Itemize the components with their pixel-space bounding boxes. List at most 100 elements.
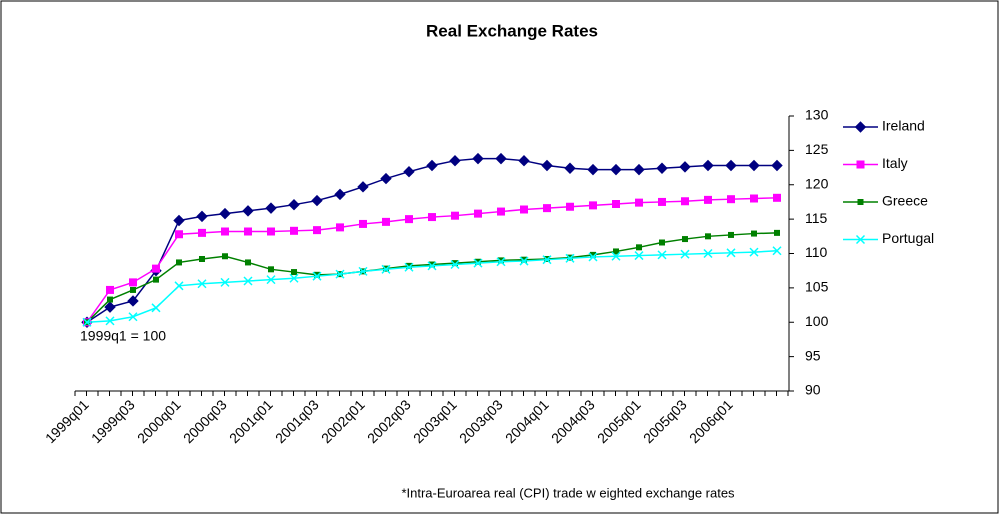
marker bbox=[197, 279, 207, 289]
marker bbox=[681, 197, 689, 206]
y-tick-label: 120 bbox=[805, 175, 829, 191]
marker bbox=[244, 227, 252, 236]
marker bbox=[220, 277, 230, 287]
marker bbox=[291, 269, 297, 276]
marker bbox=[359, 219, 367, 228]
marker bbox=[105, 316, 115, 326]
marker bbox=[679, 161, 691, 173]
marker bbox=[358, 266, 368, 276]
marker bbox=[613, 248, 619, 255]
marker bbox=[635, 198, 643, 207]
marker bbox=[705, 233, 711, 240]
marker bbox=[427, 261, 437, 271]
marker bbox=[449, 154, 461, 167]
marker bbox=[107, 296, 113, 303]
marker bbox=[587, 163, 599, 176]
marker bbox=[198, 228, 206, 237]
marker bbox=[498, 257, 504, 264]
marker bbox=[404, 262, 414, 272]
marker bbox=[314, 271, 320, 278]
marker bbox=[725, 159, 737, 172]
marker bbox=[405, 215, 413, 224]
marker bbox=[612, 200, 620, 208]
marker bbox=[703, 248, 713, 259]
marker bbox=[728, 231, 734, 238]
y-tick-label: 125 bbox=[805, 141, 829, 157]
marker bbox=[451, 211, 459, 220]
marker bbox=[774, 229, 780, 236]
marker bbox=[267, 227, 275, 236]
marker bbox=[474, 209, 482, 218]
marker bbox=[726, 248, 736, 258]
marker bbox=[856, 160, 865, 169]
legend-item: Italy bbox=[843, 155, 908, 171]
legend-label: Ireland bbox=[882, 118, 925, 134]
marker bbox=[542, 255, 552, 265]
marker bbox=[855, 234, 866, 245]
marker bbox=[520, 205, 528, 214]
marker bbox=[495, 152, 507, 165]
marker bbox=[335, 269, 345, 279]
marker bbox=[106, 285, 114, 294]
annotation: 1999q1 = 100 bbox=[80, 328, 166, 344]
marker bbox=[473, 258, 483, 268]
marker bbox=[196, 210, 208, 223]
marker bbox=[176, 259, 182, 266]
marker bbox=[357, 181, 369, 193]
marker bbox=[265, 202, 277, 214]
marker bbox=[634, 251, 644, 261]
marker bbox=[475, 258, 481, 265]
marker bbox=[381, 264, 391, 274]
y-tick-label: 105 bbox=[805, 279, 829, 295]
marker bbox=[289, 273, 299, 283]
marker bbox=[312, 271, 322, 281]
marker bbox=[429, 261, 435, 268]
y-tick-label: 90 bbox=[805, 382, 821, 398]
footnote: *Intra-Euroarea real (CPI) trade w eight… bbox=[401, 485, 735, 500]
marker bbox=[541, 159, 553, 172]
marker bbox=[702, 159, 714, 172]
marker bbox=[243, 276, 253, 286]
marker bbox=[590, 251, 596, 258]
marker bbox=[497, 207, 505, 216]
chart-title: Real Exchange Rates bbox=[426, 21, 598, 40]
marker bbox=[680, 249, 690, 259]
marker bbox=[104, 301, 116, 313]
marker bbox=[245, 259, 251, 266]
marker bbox=[174, 281, 184, 291]
marker bbox=[380, 172, 392, 185]
marker bbox=[129, 278, 137, 287]
y-tick-label: 115 bbox=[805, 210, 828, 226]
y-tick-label: 110 bbox=[805, 244, 828, 260]
marker bbox=[564, 162, 576, 174]
marker bbox=[313, 226, 321, 235]
marker bbox=[406, 262, 412, 269]
marker bbox=[682, 236, 688, 243]
marker bbox=[633, 163, 645, 176]
marker bbox=[242, 205, 254, 217]
marker bbox=[588, 252, 598, 262]
marker bbox=[311, 194, 323, 207]
marker bbox=[219, 207, 231, 220]
marker bbox=[773, 193, 781, 202]
legend-label: Portugal bbox=[882, 230, 934, 246]
marker bbox=[128, 312, 138, 322]
marker bbox=[426, 159, 438, 172]
legend-item: Ireland bbox=[843, 118, 925, 134]
marker bbox=[428, 213, 436, 222]
marker bbox=[199, 256, 205, 262]
marker bbox=[727, 195, 735, 204]
marker bbox=[565, 253, 575, 263]
legend-label: Greece bbox=[882, 193, 928, 209]
marker bbox=[750, 194, 758, 203]
legend-item: Greece bbox=[843, 193, 928, 209]
y-tick-label: 95 bbox=[805, 347, 821, 363]
marker bbox=[175, 230, 183, 239]
marker bbox=[748, 159, 760, 172]
marker bbox=[704, 195, 712, 204]
marker bbox=[153, 276, 159, 283]
marker bbox=[749, 247, 759, 257]
marker bbox=[519, 256, 529, 266]
y-tick-label: 130 bbox=[805, 107, 829, 123]
marker bbox=[854, 121, 867, 133]
